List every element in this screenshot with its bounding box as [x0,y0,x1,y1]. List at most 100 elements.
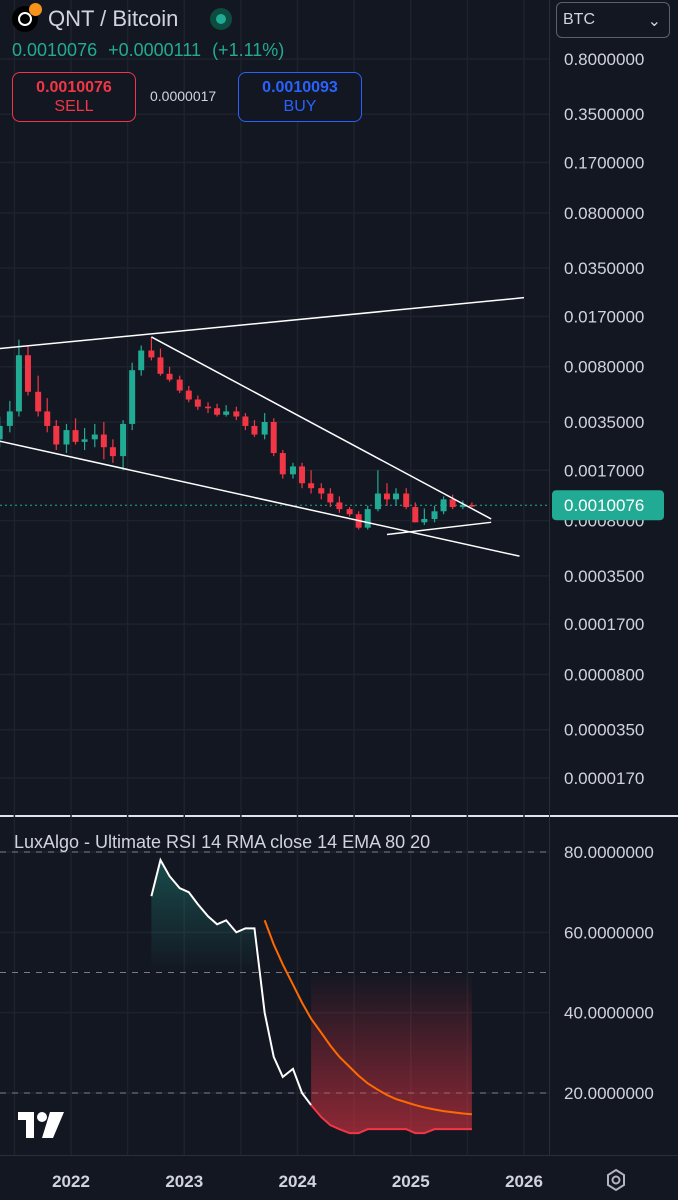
candle-body [289,466,296,475]
candle-body [308,483,315,489]
price-axis-label: 0.8000000 [564,50,644,69]
time-axis-label: 2026 [505,1172,543,1191]
candle-body [242,416,249,426]
sell-button[interactable]: 0.0010076 SELL [12,72,136,122]
candle-body [63,430,70,445]
candle-body [327,493,334,503]
qnt-btc-pair-icon [12,3,42,32]
tradingview-logo-icon [18,1112,68,1143]
change-percent: (+1.11%) [212,40,285,60]
rsi-axis-label: 40.0000000 [564,1004,654,1023]
candle-body [261,421,268,435]
rsi-oversold-fill [311,972,472,1134]
candle-body [6,411,13,426]
trendline [151,336,492,520]
time-axis-label: 2025 [392,1172,430,1191]
chevron-down-icon: ⌄ [647,13,661,30]
candle-body [120,423,127,457]
indicator-legend[interactable]: LuxAlgo - Ultimate RSI 14 RMA close 14 E… [14,832,431,852]
symbol-title[interactable]: QNT / Bitcoin [48,6,179,31]
candle-body [412,507,419,523]
price-axis-label: 0.0350000 [564,259,644,278]
candle-body [449,499,456,508]
candle-body [459,505,466,508]
candle-body [383,493,390,500]
price-axis-label: 0.0035000 [564,413,644,432]
rsi-line [150,857,312,1106]
price-axis-label: 0.0017000 [564,461,644,480]
last-price-tag-label: 0.0010076 [564,496,644,515]
candle-body [72,430,79,442]
candle-body [176,379,183,391]
candle-body [270,421,277,454]
candle-body [205,406,212,409]
time-axis-label: 2022 [52,1172,90,1191]
candle-body [185,390,192,400]
candle-body [194,399,201,407]
candle-body [431,511,438,519]
candle-body [393,493,400,500]
price-axis-label: 0.0170000 [564,307,644,326]
price-axis-label: 0.0080000 [564,358,644,377]
candle-body [157,357,164,374]
candle-body [53,425,60,445]
symbol-header[interactable]: QNT / Bitcoin [12,3,233,34]
change-absolute: +0.0000111 [108,40,202,60]
candle-body [129,370,136,424]
candle-body [223,411,230,415]
price-axis-label: 0.0003500 [564,567,644,586]
buy-button[interactable]: 0.0010093 BUY [238,72,362,122]
rsi-axis-label: 80.0000000 [564,843,654,862]
candle-body [214,408,221,415]
price-axis-label: 0.0000350 [564,721,644,740]
candle-body [318,488,325,494]
candle-body [15,355,22,412]
candle-body [279,453,286,475]
candle-body [251,425,258,435]
candle-body [91,434,98,440]
candle-body [374,493,381,510]
last-price-tag [552,490,664,521]
price-axis-label: 0.0000170 [564,769,644,788]
rsi-line-oversold [310,1104,472,1135]
rsi-overbought-fill [151,860,255,973]
time-axis-label: 2024 [279,1172,317,1191]
price-axis-label: 0.1700000 [564,154,644,173]
candle-body [233,411,240,417]
candle-body [100,434,107,448]
rsi-axis-label: 60.0000000 [564,923,654,942]
currency-value: BTC [563,11,595,28]
candle-body [0,425,3,440]
rsi-signal-line [263,919,472,1116]
candle-body [468,505,475,507]
candle-body [81,439,88,442]
candle-body [148,350,155,358]
sell-label: SELL [54,98,94,115]
spread-value: 0.0000017 [150,88,217,104]
candle-body [421,518,428,523]
price-axis-label: 0.0000800 [564,665,644,684]
price-change-line: 0.0010076 +0.0000111 (+1.11%) [12,40,290,61]
currency-select[interactable]: BTC ⌄ [556,2,670,38]
trendline [0,440,520,557]
trendline [0,296,525,350]
gear-settings-icon[interactable] [604,1168,628,1197]
trendline [386,521,492,536]
price-axis-label: 0.0001700 [564,615,644,634]
buy-price: 0.0010093 [262,79,338,96]
candle-body [138,350,145,371]
time-axis-label: 2023 [165,1172,203,1191]
candle-body [336,502,343,510]
sell-price: 0.0010076 [36,79,112,96]
candle-body [44,411,51,426]
candle-body [364,509,371,528]
market-open-dot-icon [210,8,233,30]
last-price: 0.0010076 [12,40,98,60]
price-axis-label: 0.3500000 [564,105,644,124]
candle-body [35,391,42,412]
candle-body [299,466,306,484]
rsi-axis-label: 20.0000000 [564,1084,654,1103]
price-axis-label: 0.0800000 [564,204,644,223]
buy-label: BUY [283,98,317,115]
